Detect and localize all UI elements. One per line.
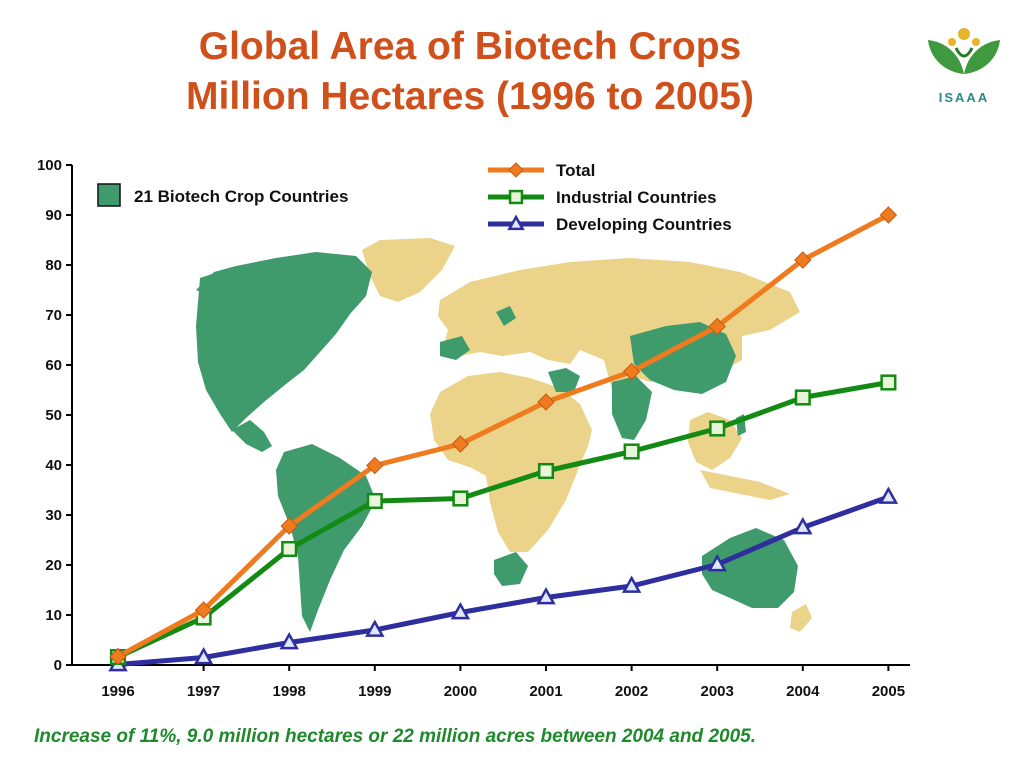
series-developing-countries bbox=[108, 486, 899, 672]
footer-note: Increase of 11%, 9.0 million hectares or… bbox=[34, 726, 756, 747]
map-land-australia bbox=[702, 528, 798, 608]
world-map-background bbox=[196, 238, 812, 632]
map-land-mexico bbox=[232, 420, 272, 452]
map-land-new-zealand bbox=[790, 604, 812, 632]
legend-item-developing-countries: Developing Countries bbox=[488, 214, 732, 234]
data-point-developing-countries-1999 bbox=[365, 619, 385, 637]
y-tick-label: 60 bbox=[45, 357, 62, 374]
data-point-developing-countries-1997 bbox=[193, 646, 214, 665]
data-point-total-2001 bbox=[537, 393, 555, 411]
y-tick-label: 90 bbox=[45, 207, 62, 224]
map-land-south-america bbox=[276, 444, 376, 632]
data-point-total-1998 bbox=[280, 517, 298, 535]
y-tick-label: 10 bbox=[45, 607, 62, 624]
chart-title: Global Area of Biotech Crops Million Hec… bbox=[140, 22, 800, 122]
map-land-indonesia bbox=[700, 470, 790, 500]
data-point-developing-countries-2000 bbox=[450, 601, 471, 620]
legend-marker bbox=[508, 189, 524, 205]
data-point-total-2002 bbox=[622, 362, 641, 381]
x-tick-label: 2005 bbox=[872, 683, 905, 700]
data-point-total-1997 bbox=[194, 601, 213, 619]
x-tick-label: 2002 bbox=[615, 683, 648, 700]
series-total bbox=[109, 206, 898, 666]
map-land-iran bbox=[548, 368, 580, 392]
series-line-total bbox=[115, 212, 891, 659]
data-point-total-1996 bbox=[109, 647, 127, 666]
y-tick-label: 80 bbox=[45, 257, 62, 274]
chart-legend: Total Industrial Countries Developing Coun… bbox=[488, 161, 732, 234]
x-tick-label: 1998 bbox=[273, 683, 306, 700]
data-point-industrial-countries-1999 bbox=[366, 492, 383, 510]
data-point-developing-countries-2005 bbox=[878, 486, 899, 504]
y-tick-label: 100 bbox=[37, 157, 62, 174]
x-tick-label: 1999 bbox=[358, 683, 391, 700]
chart-axes: 0 10 20 30 40 50 60 70 80 90 100 1996 1997 1998 1999 20… bbox=[37, 157, 910, 700]
series-line-industrial-countries bbox=[115, 380, 891, 660]
data-point-developing-countries-2002 bbox=[621, 575, 642, 593]
map-legend-swatch bbox=[97, 183, 121, 207]
x-tick-label: 2003 bbox=[701, 683, 734, 700]
legend-item-total: Total bbox=[488, 161, 595, 180]
map-legend-label: 21 Biotech Crop Countries bbox=[134, 187, 348, 206]
series-layer bbox=[108, 206, 899, 672]
map-land-greenland bbox=[362, 238, 455, 302]
data-point-industrial-countries-2004 bbox=[794, 389, 811, 406]
y-tick-label: 70 bbox=[45, 307, 62, 324]
title-line-1: Global Area of Biotech Crops bbox=[198, 25, 742, 68]
data-point-developing-countries-1998 bbox=[279, 631, 299, 650]
y-tick-label: 30 bbox=[45, 507, 62, 524]
data-point-total-1999 bbox=[366, 456, 384, 475]
data-point-total-2004 bbox=[794, 251, 812, 269]
map-land-spain bbox=[440, 336, 470, 360]
x-tick-label: 2001 bbox=[529, 683, 562, 700]
data-point-total-2003 bbox=[708, 317, 726, 336]
map-land-south-africa bbox=[494, 552, 528, 586]
legend-item-industrial-countries: Industrial Countries bbox=[488, 188, 717, 207]
y-tick-label: 20 bbox=[45, 557, 62, 574]
map-legend: 21 Biotech Crop Countries bbox=[97, 183, 348, 207]
data-point-total-2005 bbox=[879, 206, 898, 224]
y-tick-label: 40 bbox=[45, 457, 62, 474]
data-point-industrial-countries-2002 bbox=[623, 443, 640, 460]
y-tick-label: 0 bbox=[54, 657, 62, 674]
data-point-industrial-countries-2005 bbox=[880, 374, 897, 391]
map-land-alaska bbox=[196, 266, 236, 296]
svg-text:ISAAA: ISAAA bbox=[939, 90, 989, 105]
isaaa-logo: ISAAA bbox=[928, 28, 1000, 105]
map-land-eurasia bbox=[438, 258, 800, 390]
data-point-developing-countries-2003 bbox=[707, 553, 727, 572]
series-line-developing-countries bbox=[115, 494, 891, 667]
data-point-industrial-countries-2003 bbox=[709, 420, 726, 437]
legend-label: Industrial Countries bbox=[556, 188, 717, 207]
x-tick-label: 2000 bbox=[444, 683, 477, 700]
map-land-india bbox=[612, 376, 652, 440]
y-tick-label: 50 bbox=[45, 407, 62, 424]
map-land-germany bbox=[496, 306, 516, 326]
title-line-2: Million Hectares (1996 to 2005) bbox=[186, 75, 754, 118]
legend-marker bbox=[508, 162, 524, 178]
data-point-total-2000 bbox=[451, 435, 470, 453]
data-point-industrial-countries-2000 bbox=[452, 490, 469, 507]
legend-label: Total bbox=[556, 161, 595, 180]
x-tick-label: 1996 bbox=[101, 683, 134, 700]
data-point-developing-countries-2004 bbox=[793, 516, 813, 535]
legend-label: Developing Countries bbox=[556, 215, 732, 234]
data-point-industrial-countries-1998 bbox=[281, 540, 298, 558]
x-tick-label: 1997 bbox=[187, 683, 220, 700]
map-land-north-america bbox=[196, 252, 372, 432]
legend-marker bbox=[507, 214, 525, 231]
data-point-industrial-countries-2001 bbox=[537, 462, 555, 480]
map-land-china bbox=[630, 322, 736, 394]
data-point-developing-countries-2001 bbox=[536, 586, 556, 605]
map-land-africa bbox=[430, 372, 592, 552]
x-tick-label: 2004 bbox=[786, 683, 820, 700]
